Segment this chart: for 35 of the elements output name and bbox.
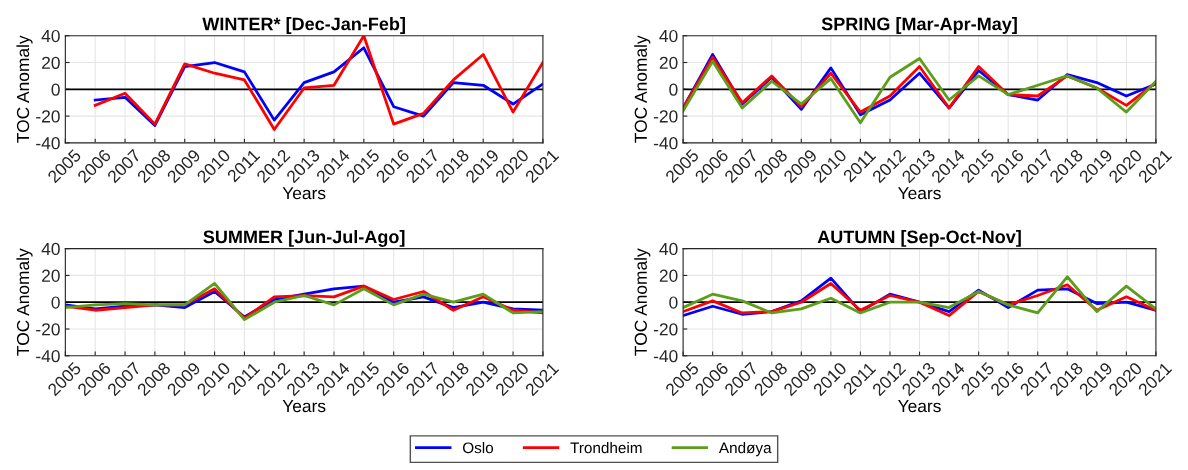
y-tick-label: 0	[669, 296, 678, 309]
y-tick-label: 0	[669, 83, 678, 96]
y-tick-label: 20	[42, 56, 60, 69]
y-axis-title: TOC Anomaly	[16, 35, 33, 143]
chart-title: SPRING [Mar-Apr-May]	[821, 17, 1017, 34]
y-tick-label: -40	[653, 137, 678, 150]
legend-label: Trondheim	[570, 442, 642, 454]
y-axis-title: TOC Anomaly	[634, 35, 651, 143]
y-tick-label: -20	[653, 323, 678, 336]
y-tick-label: 40	[659, 242, 678, 256]
y-tick-label: 40	[41, 29, 60, 43]
y-tick-label: -40	[36, 137, 60, 150]
y-tick-label: -20	[36, 323, 60, 336]
y-tick-label: -20	[653, 110, 678, 123]
y-axis-title: TOC Anomaly	[634, 248, 651, 356]
y-tick-label: 20	[659, 56, 678, 69]
y-tick-label: 40	[659, 29, 678, 43]
chart-title: SUMMER [Jun-Jul-Ago]	[203, 229, 405, 247]
y-tick-label: 20	[42, 269, 60, 282]
y-tick-label: 40	[41, 242, 60, 256]
x-axis-title: Years	[282, 187, 326, 200]
y-tick-label: -40	[36, 349, 60, 363]
y-axis-title: TOC Anomaly	[16, 248, 33, 356]
chart-title: AUTUMN [Sep-Oct-Nov]	[817, 229, 1021, 247]
y-tick-label: 0	[51, 296, 60, 309]
legend-label: Andøya	[718, 442, 772, 457]
x-axis-title: Years	[898, 400, 941, 413]
y-tick-label: -40	[653, 349, 678, 363]
y-tick-label: -20	[36, 110, 60, 123]
x-axis-title: Years	[898, 187, 941, 200]
y-tick-label: 0	[51, 83, 60, 96]
y-tick-label: 20	[659, 269, 678, 282]
chart-title: WINTER* [Dec-Jan-Feb]	[202, 17, 405, 34]
x-axis-title: Years	[282, 400, 326, 413]
legend-label: Oslo	[463, 442, 494, 454]
